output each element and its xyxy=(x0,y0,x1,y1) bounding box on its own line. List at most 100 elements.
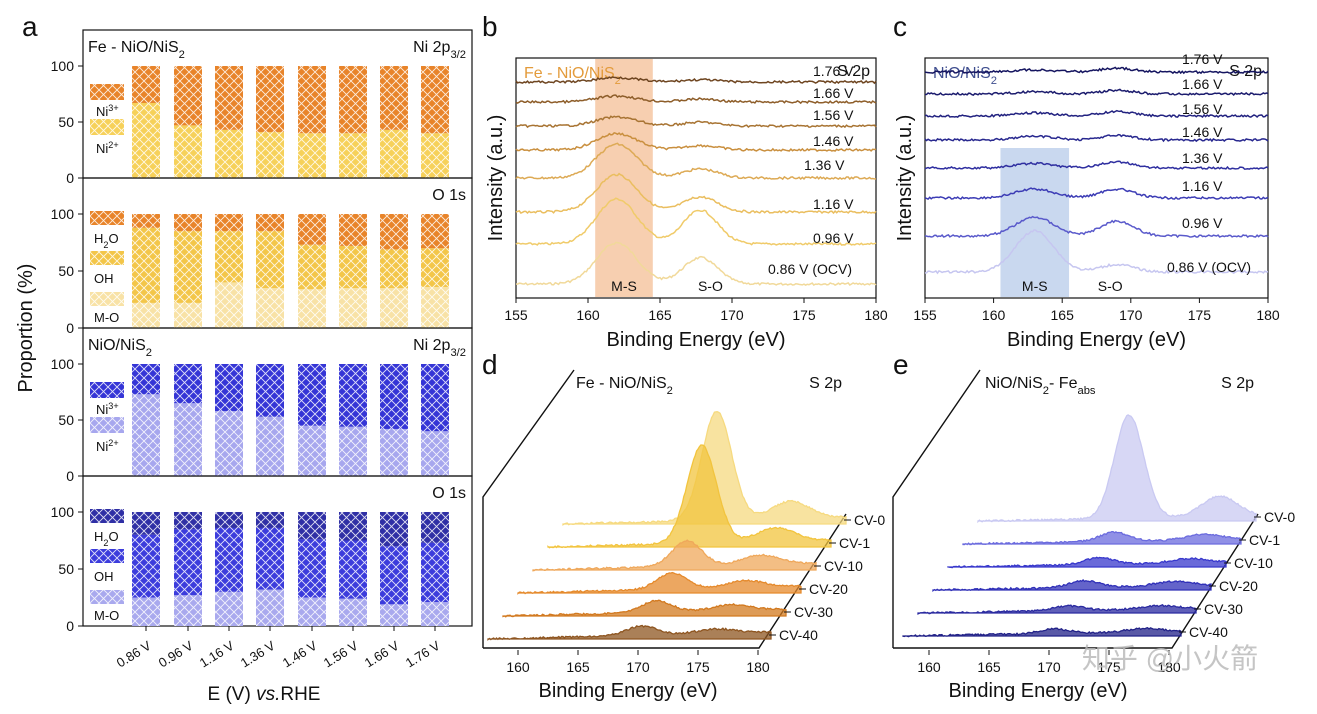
series-label: CV-1 xyxy=(839,535,870,551)
series-label: CV-0 xyxy=(854,512,885,528)
x-tick-label: 160 xyxy=(576,307,600,323)
x-tick-label: 165 xyxy=(1051,307,1075,323)
legend-swatch-hatch xyxy=(90,211,124,225)
legend-label: Ni2+ xyxy=(96,140,119,156)
y-axis-label: Proportion (%) xyxy=(15,264,37,393)
subplot-title: Fe - NiO/NiS2 xyxy=(88,39,185,61)
bar-hatch xyxy=(339,540,367,599)
x-tick-label: 180 xyxy=(864,307,888,323)
so-label: S-O xyxy=(698,278,723,294)
series-label: 0.86 V (OCV) xyxy=(768,261,852,277)
bar-hatch xyxy=(132,597,160,626)
x-axis-label: Binding Energy (eV) xyxy=(949,680,1128,702)
subplot-a3: 0 50 100 Ni3+ Ni2+ NiO/NiS2 Ni 2p3/2 xyxy=(51,327,473,484)
legend-label: M-O xyxy=(94,608,119,623)
series-label: CV-0 xyxy=(1264,509,1295,525)
series-label: 1.46 V xyxy=(1182,124,1223,140)
series-label: 1.46 V xyxy=(813,133,854,149)
y-axis-label: Intensity (a.u.) xyxy=(485,115,507,242)
spectrum-line xyxy=(515,241,877,286)
bar-hatch xyxy=(298,364,326,426)
bar-hatch xyxy=(380,604,408,626)
legend-label: M-O xyxy=(94,310,119,325)
x-tick-label: 170 xyxy=(1037,659,1061,675)
x-tick-label: 165 xyxy=(566,659,590,675)
legend-swatch-hatch xyxy=(90,509,124,523)
y-tick-label: 100 xyxy=(51,504,75,520)
bar-hatch xyxy=(132,302,160,328)
x-tick-label: 175 xyxy=(792,307,816,323)
y-tick-label: 0 xyxy=(66,170,74,186)
legend-swatch-hatch xyxy=(90,119,124,135)
bar-hatch xyxy=(132,364,160,395)
legend-label: H2O xyxy=(94,529,119,548)
subplot-label: Ni 2p3/2 xyxy=(413,337,466,359)
bar-hatch xyxy=(174,403,202,476)
series-label: CV-30 xyxy=(1204,601,1243,617)
bar-hatch xyxy=(339,288,367,328)
bar-hatch xyxy=(298,244,326,290)
x-tick-label: 160 xyxy=(982,307,1006,323)
legend-label: Ni2+ xyxy=(96,438,119,454)
x-tick-label: 0.96 V xyxy=(156,638,196,671)
bar-hatch xyxy=(421,286,449,328)
panel-letter-c: c xyxy=(893,11,907,42)
x-tick-label: 1.66 V xyxy=(362,638,402,671)
bar-hatch xyxy=(339,66,367,134)
bar-hatch xyxy=(132,534,160,598)
x-tick-label: 180 xyxy=(1256,307,1280,323)
panel-letter-d: d xyxy=(482,349,498,380)
x-tick-label: 175 xyxy=(686,659,710,675)
x-tick-label: 1.56 V xyxy=(321,638,361,671)
bar-hatch xyxy=(174,66,202,126)
bar-hatch xyxy=(298,539,326,598)
x-tick-label: 175 xyxy=(1097,659,1121,675)
series-label: CV-40 xyxy=(779,627,818,643)
y-tick-label: 100 xyxy=(51,58,75,74)
bar-hatch xyxy=(174,529,202,596)
bar-hatch xyxy=(132,394,160,476)
box-outline xyxy=(482,369,847,649)
bar-hatch xyxy=(339,364,367,427)
waterfall-area xyxy=(932,578,1212,593)
ms-label: M-S xyxy=(1022,278,1048,294)
bar-hatch xyxy=(298,289,326,328)
x-tick-label: 165 xyxy=(977,659,1001,675)
bar-hatch xyxy=(380,512,408,547)
subplot-a2: 0 50 100 H2O OH M-O O 1s xyxy=(51,177,473,336)
bar-hatch xyxy=(215,66,243,130)
y-tick-label: 50 xyxy=(58,114,74,130)
watermark: 知乎 @小火箭 xyxy=(1082,643,1258,674)
series-label: 1.36 V xyxy=(804,157,845,173)
series-label: 1.76 V xyxy=(813,63,854,79)
subplot-title: NiO/NiS2 xyxy=(88,337,152,359)
x-tick-label: 170 xyxy=(1119,307,1143,323)
bar-hatch xyxy=(174,231,202,303)
bar-hatch xyxy=(215,591,243,626)
y-tick-label: 0 xyxy=(66,320,74,336)
series-label: CV-40 xyxy=(1189,624,1228,640)
legend-label: OH xyxy=(94,569,114,584)
legend-label: Ni3+ xyxy=(96,401,119,417)
panel-letter-a: a xyxy=(22,11,38,42)
y-tick-label: 50 xyxy=(58,561,74,577)
spectrum-line xyxy=(515,131,877,153)
x-tick-label: 155 xyxy=(913,307,937,323)
x-axis-label: Binding Energy (eV) xyxy=(607,329,786,351)
legend-swatch-hatch xyxy=(90,251,124,265)
bar-hatch xyxy=(380,288,408,328)
bar-hatch xyxy=(174,125,202,178)
bar-hatch xyxy=(174,214,202,232)
x-tick-label: 0.86 V xyxy=(114,638,154,671)
bar-hatch xyxy=(339,426,367,476)
bar-hatch xyxy=(421,248,449,287)
bar-hatch xyxy=(132,512,160,535)
panel-c: M-S S-O 155 160 165 170 175 180 Binding Energy (… xyxy=(894,51,1280,351)
bar-hatch xyxy=(215,282,243,328)
bar-hatch xyxy=(421,66,449,134)
x-tick-label: 170 xyxy=(720,307,744,323)
bar-hatch xyxy=(339,214,367,246)
waterfall-area xyxy=(947,556,1227,569)
bar-hatch xyxy=(174,364,202,404)
series-label: 0.96 V xyxy=(813,230,854,246)
